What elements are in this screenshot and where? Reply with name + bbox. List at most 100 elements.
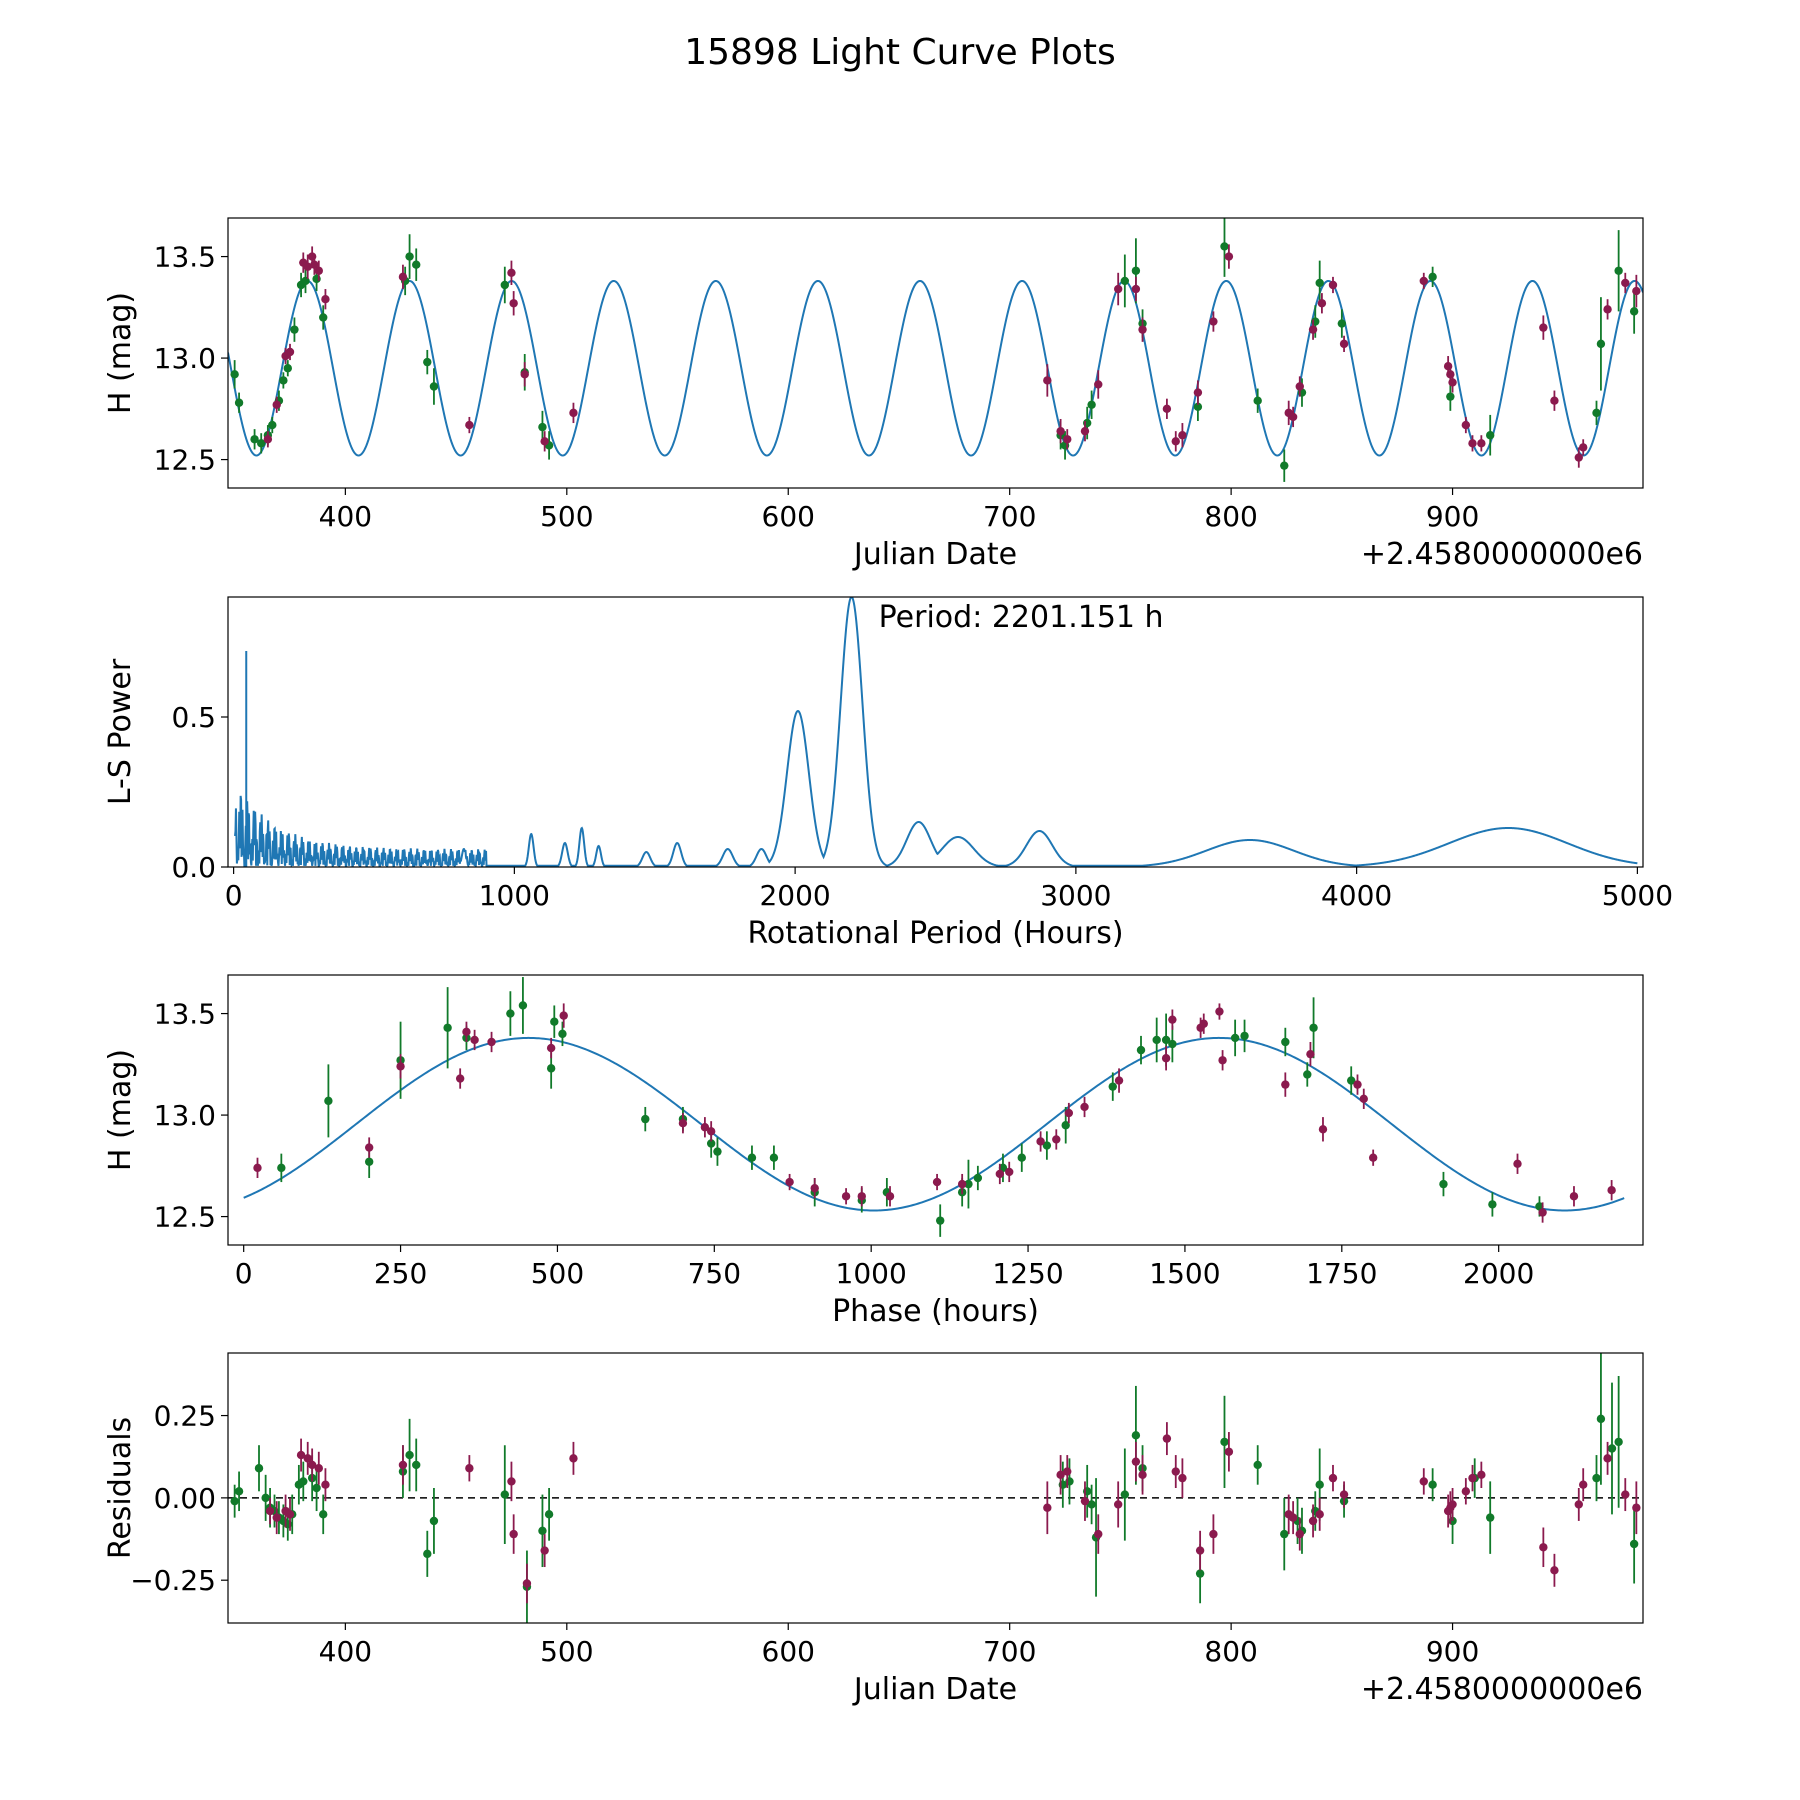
data-point <box>1042 1141 1052 1150</box>
axes-frame <box>227 217 1644 489</box>
data-point <box>1607 1444 1617 1453</box>
data-point <box>1538 1208 1547 1217</box>
data-point <box>1281 1037 1290 1047</box>
data-point <box>1315 1510 1324 1519</box>
data-point <box>285 347 295 357</box>
data-point <box>1317 299 1327 308</box>
data-point <box>1161 1035 1171 1045</box>
data-point <box>277 1163 286 1173</box>
data-point <box>303 262 312 271</box>
data-point <box>841 1192 851 1201</box>
data-point <box>314 266 323 275</box>
x-offset-label: +2.4580000000e6 <box>1361 537 1643 572</box>
data-point <box>307 1460 317 1470</box>
data-point <box>1005 1167 1014 1177</box>
data-point <box>995 1169 1005 1179</box>
data-point <box>1603 1454 1612 1463</box>
data-point <box>1094 1529 1103 1539</box>
x-tick-label: 5000 <box>1602 879 1673 912</box>
x-tick-label: 700 <box>983 500 1036 533</box>
axes-frame <box>227 974 1644 1246</box>
data-point <box>538 422 547 432</box>
data-point <box>1468 439 1477 448</box>
y-tick-label: 12.5 <box>154 1201 216 1234</box>
data-point <box>1303 1070 1312 1079</box>
data-point <box>706 1127 716 1136</box>
data-point <box>1280 1529 1289 1539</box>
data-point <box>1339 339 1349 349</box>
data-point <box>1614 1437 1623 1447</box>
axes-frame <box>227 1352 1644 1624</box>
data-point <box>1080 1496 1090 1506</box>
data-point <box>321 1480 330 1489</box>
data-point <box>1131 1457 1141 1466</box>
data-point <box>1488 1200 1497 1209</box>
data-point <box>713 1147 722 1156</box>
data-point <box>261 1493 270 1503</box>
plot-area <box>234 597 1638 867</box>
y-axis-label: Residuals <box>103 1417 138 1559</box>
x-tick-label: 250 <box>374 1257 427 1290</box>
x-tick-label: 2000 <box>1463 1257 1534 1290</box>
x-axis-label: Phase (hours) <box>832 1294 1039 1329</box>
data-point <box>465 420 474 430</box>
data-point <box>1629 307 1639 316</box>
periodogram-panel: 0 1000 2000 3000 4000 5000 0.0 0.5 Rotational Pe… <box>103 596 1673 951</box>
x-tick-label: 600 <box>762 1635 815 1668</box>
x-tick-label: 4000 <box>1321 879 1392 912</box>
data-point <box>1161 1054 1171 1063</box>
y-tick-label: 13.5 <box>154 241 216 274</box>
data-point <box>1339 1490 1349 1499</box>
data-point <box>303 1454 312 1463</box>
data-point <box>1253 396 1262 405</box>
data-point <box>550 1017 559 1026</box>
data-point <box>1224 1447 1234 1456</box>
data-point <box>398 1460 408 1470</box>
x-tick-label: 700 <box>983 1635 1036 1668</box>
data-point <box>1017 1153 1026 1162</box>
data-point <box>810 1183 819 1193</box>
data-point <box>544 1510 554 1519</box>
data-point <box>957 1179 967 1189</box>
data-point <box>1209 1529 1218 1539</box>
data-point <box>1195 1569 1205 1578</box>
axes-frame <box>227 596 1644 868</box>
data-point <box>1461 420 1471 430</box>
data-point <box>1295 1529 1304 1539</box>
data-point <box>1108 1082 1117 1091</box>
data-point <box>285 1510 295 1519</box>
x-tick-label: 500 <box>540 1635 593 1668</box>
data-point <box>1419 1477 1428 1486</box>
data-point <box>1368 1153 1378 1162</box>
data-point <box>314 1464 323 1473</box>
data-point <box>405 252 414 261</box>
data-point <box>443 1023 452 1032</box>
period-annotation: Period: 2201.151 h <box>879 600 1164 635</box>
data-point <box>1087 400 1096 409</box>
data-point <box>1328 280 1338 290</box>
data-point <box>1281 1080 1290 1089</box>
y-axis-label: H (mag) <box>103 1049 138 1171</box>
y-tick-label: 13.0 <box>154 342 216 375</box>
y-tick-label: −0.25 <box>130 1564 216 1597</box>
data-point <box>1486 431 1495 440</box>
data-point <box>1359 1094 1368 1104</box>
data-point <box>299 1477 308 1486</box>
data-point <box>1178 431 1187 440</box>
data-point <box>423 357 432 367</box>
data-point <box>785 1177 794 1187</box>
data-point <box>324 1096 333 1106</box>
data-point <box>263 435 273 444</box>
data-point <box>1063 435 1072 444</box>
x-tick-label: 0 <box>225 879 243 912</box>
data-point <box>973 1173 983 1183</box>
data-point <box>1131 284 1141 294</box>
data-point <box>319 313 328 322</box>
x-tick-label: 900 <box>1426 1635 1479 1668</box>
data-point <box>1199 1019 1208 1028</box>
data-point <box>1632 1503 1641 1512</box>
data-point <box>1614 266 1623 275</box>
data-point <box>268 420 277 430</box>
data-point <box>1306 1049 1315 1059</box>
x-axis-label: Julian Date <box>852 1672 1017 1707</box>
